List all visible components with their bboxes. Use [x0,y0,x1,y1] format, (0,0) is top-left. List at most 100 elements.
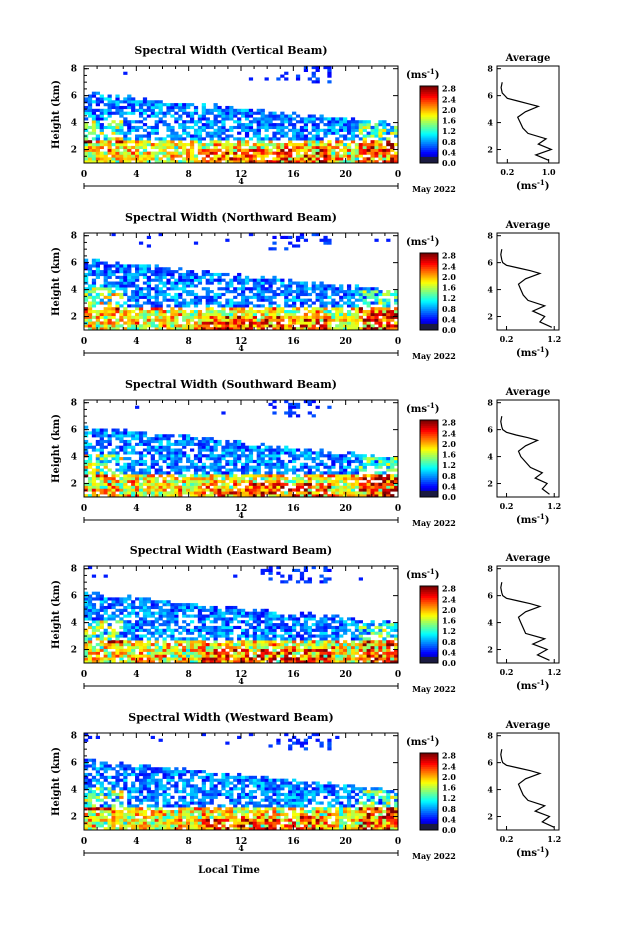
heatmap-cell [99,448,104,452]
heatmap-cell [346,474,352,478]
heatmap-cell [131,657,136,661]
heatmap-cell [103,431,108,435]
heatmap-cell [268,140,273,144]
heatmap-cell [390,125,395,130]
colorbar-unit-exp: -1 [427,67,435,76]
heatmap-cell [154,485,159,489]
heatmap-cell [256,160,261,164]
heatmap-cell [280,648,285,652]
colorbar-tick-label: 1.2 [442,293,456,303]
colorbar-tick-label: 0.0 [442,325,456,335]
heatmap-cell [111,657,116,661]
heatmap-cell [319,117,324,121]
heatmap-cell [107,434,112,438]
heatmap-cell [323,321,328,325]
heatmap-cell [295,284,301,288]
heatmap-cell [252,459,257,464]
heatmap-cell [248,160,254,164]
heatmap-cell [268,448,273,452]
heatmap-cell [84,611,89,615]
heatmap-cell [213,637,218,641]
heatmap-cell [244,454,250,458]
heatmap-cell [95,261,100,265]
heatmap-cell [123,428,128,432]
heatmap-cell [244,637,250,641]
heatmap-cell [154,448,159,452]
heatmap-cell [103,477,108,481]
heatmap-cell [374,145,379,150]
heatmap-cell [158,485,163,489]
heatmap-cell [366,301,371,305]
heatmap-cell [87,284,93,288]
heatmap-cell [268,611,273,615]
heatmap-cell [284,301,289,305]
heatmap-cell [205,120,210,124]
heatmap-cell [284,312,289,317]
heatmap-cell [366,462,371,466]
heatmap-cell [292,327,297,331]
heatmap-cell [256,660,261,664]
colorbar-swatch [420,86,438,89]
heatmap-cell [127,312,132,317]
heatmap-cell [119,304,124,308]
heatmap-cell [350,148,356,152]
heatmap-cell [189,111,195,115]
heatmap-cell [84,485,89,489]
heatmap-cell [358,465,363,469]
heatmap-cell [299,477,305,481]
heatmap-cell [84,105,89,110]
heatmap-cell [241,488,246,492]
heatmap-cell [276,482,281,486]
heatmap-cell [131,611,136,615]
heatmap-cell [319,485,324,489]
heatmap-cell [315,134,320,138]
heatmap-cell [87,321,93,325]
heatmap-cell [197,301,203,305]
x-tick-label: 0 [81,337,87,347]
heatmap-cell [354,292,360,297]
heatmap-cell [237,125,242,130]
heatmap-cell [237,454,242,458]
heatmap-cell [268,457,273,461]
heatmap-cell [127,154,132,158]
colorbar-swatch [420,477,438,481]
heatmap-cell [189,272,195,277]
heatmap-cell [303,491,309,495]
heatmap-cell [370,459,375,464]
heatmap-cell [217,442,222,446]
heatmap-cell [193,310,199,314]
heatmap-cell [221,628,226,632]
heatmap-cell [343,465,348,469]
heatmap-cell [91,154,97,158]
heatmap-cell [350,321,356,325]
heatmap-cell [103,488,108,492]
heatmap-cell [288,128,293,132]
heatmap-cell [394,307,399,311]
heatmap-cell [311,310,316,314]
heatmap-cell [362,494,367,498]
heatmap-cell [288,327,293,331]
heatmap-cell [229,327,234,331]
heatmap-cell [193,471,199,475]
heatmap-cell [248,617,254,621]
heatmap-cell [87,482,93,486]
heatmap-cell [233,491,238,495]
heatmap-cell [142,494,148,498]
heatmap-cell [189,157,195,161]
heatmap-cell [378,327,383,331]
heatmap-cell [146,284,152,288]
heatmap-cell [189,462,195,466]
heatmap-cell [315,494,320,498]
heatmap-cell [362,157,367,161]
heatmap-cell [111,105,116,110]
heatmap-cell [284,491,289,495]
heatmap-cell [115,597,120,601]
heatmap-cell [284,637,289,641]
heatmap-cell [256,108,261,112]
heatmap-cell [252,278,257,282]
heatmap-cell [327,318,332,322]
heatmap-cell [127,468,132,472]
heatmap-cell [256,451,261,455]
heatmap-cell [229,477,234,481]
heatmap-cell [378,465,383,469]
